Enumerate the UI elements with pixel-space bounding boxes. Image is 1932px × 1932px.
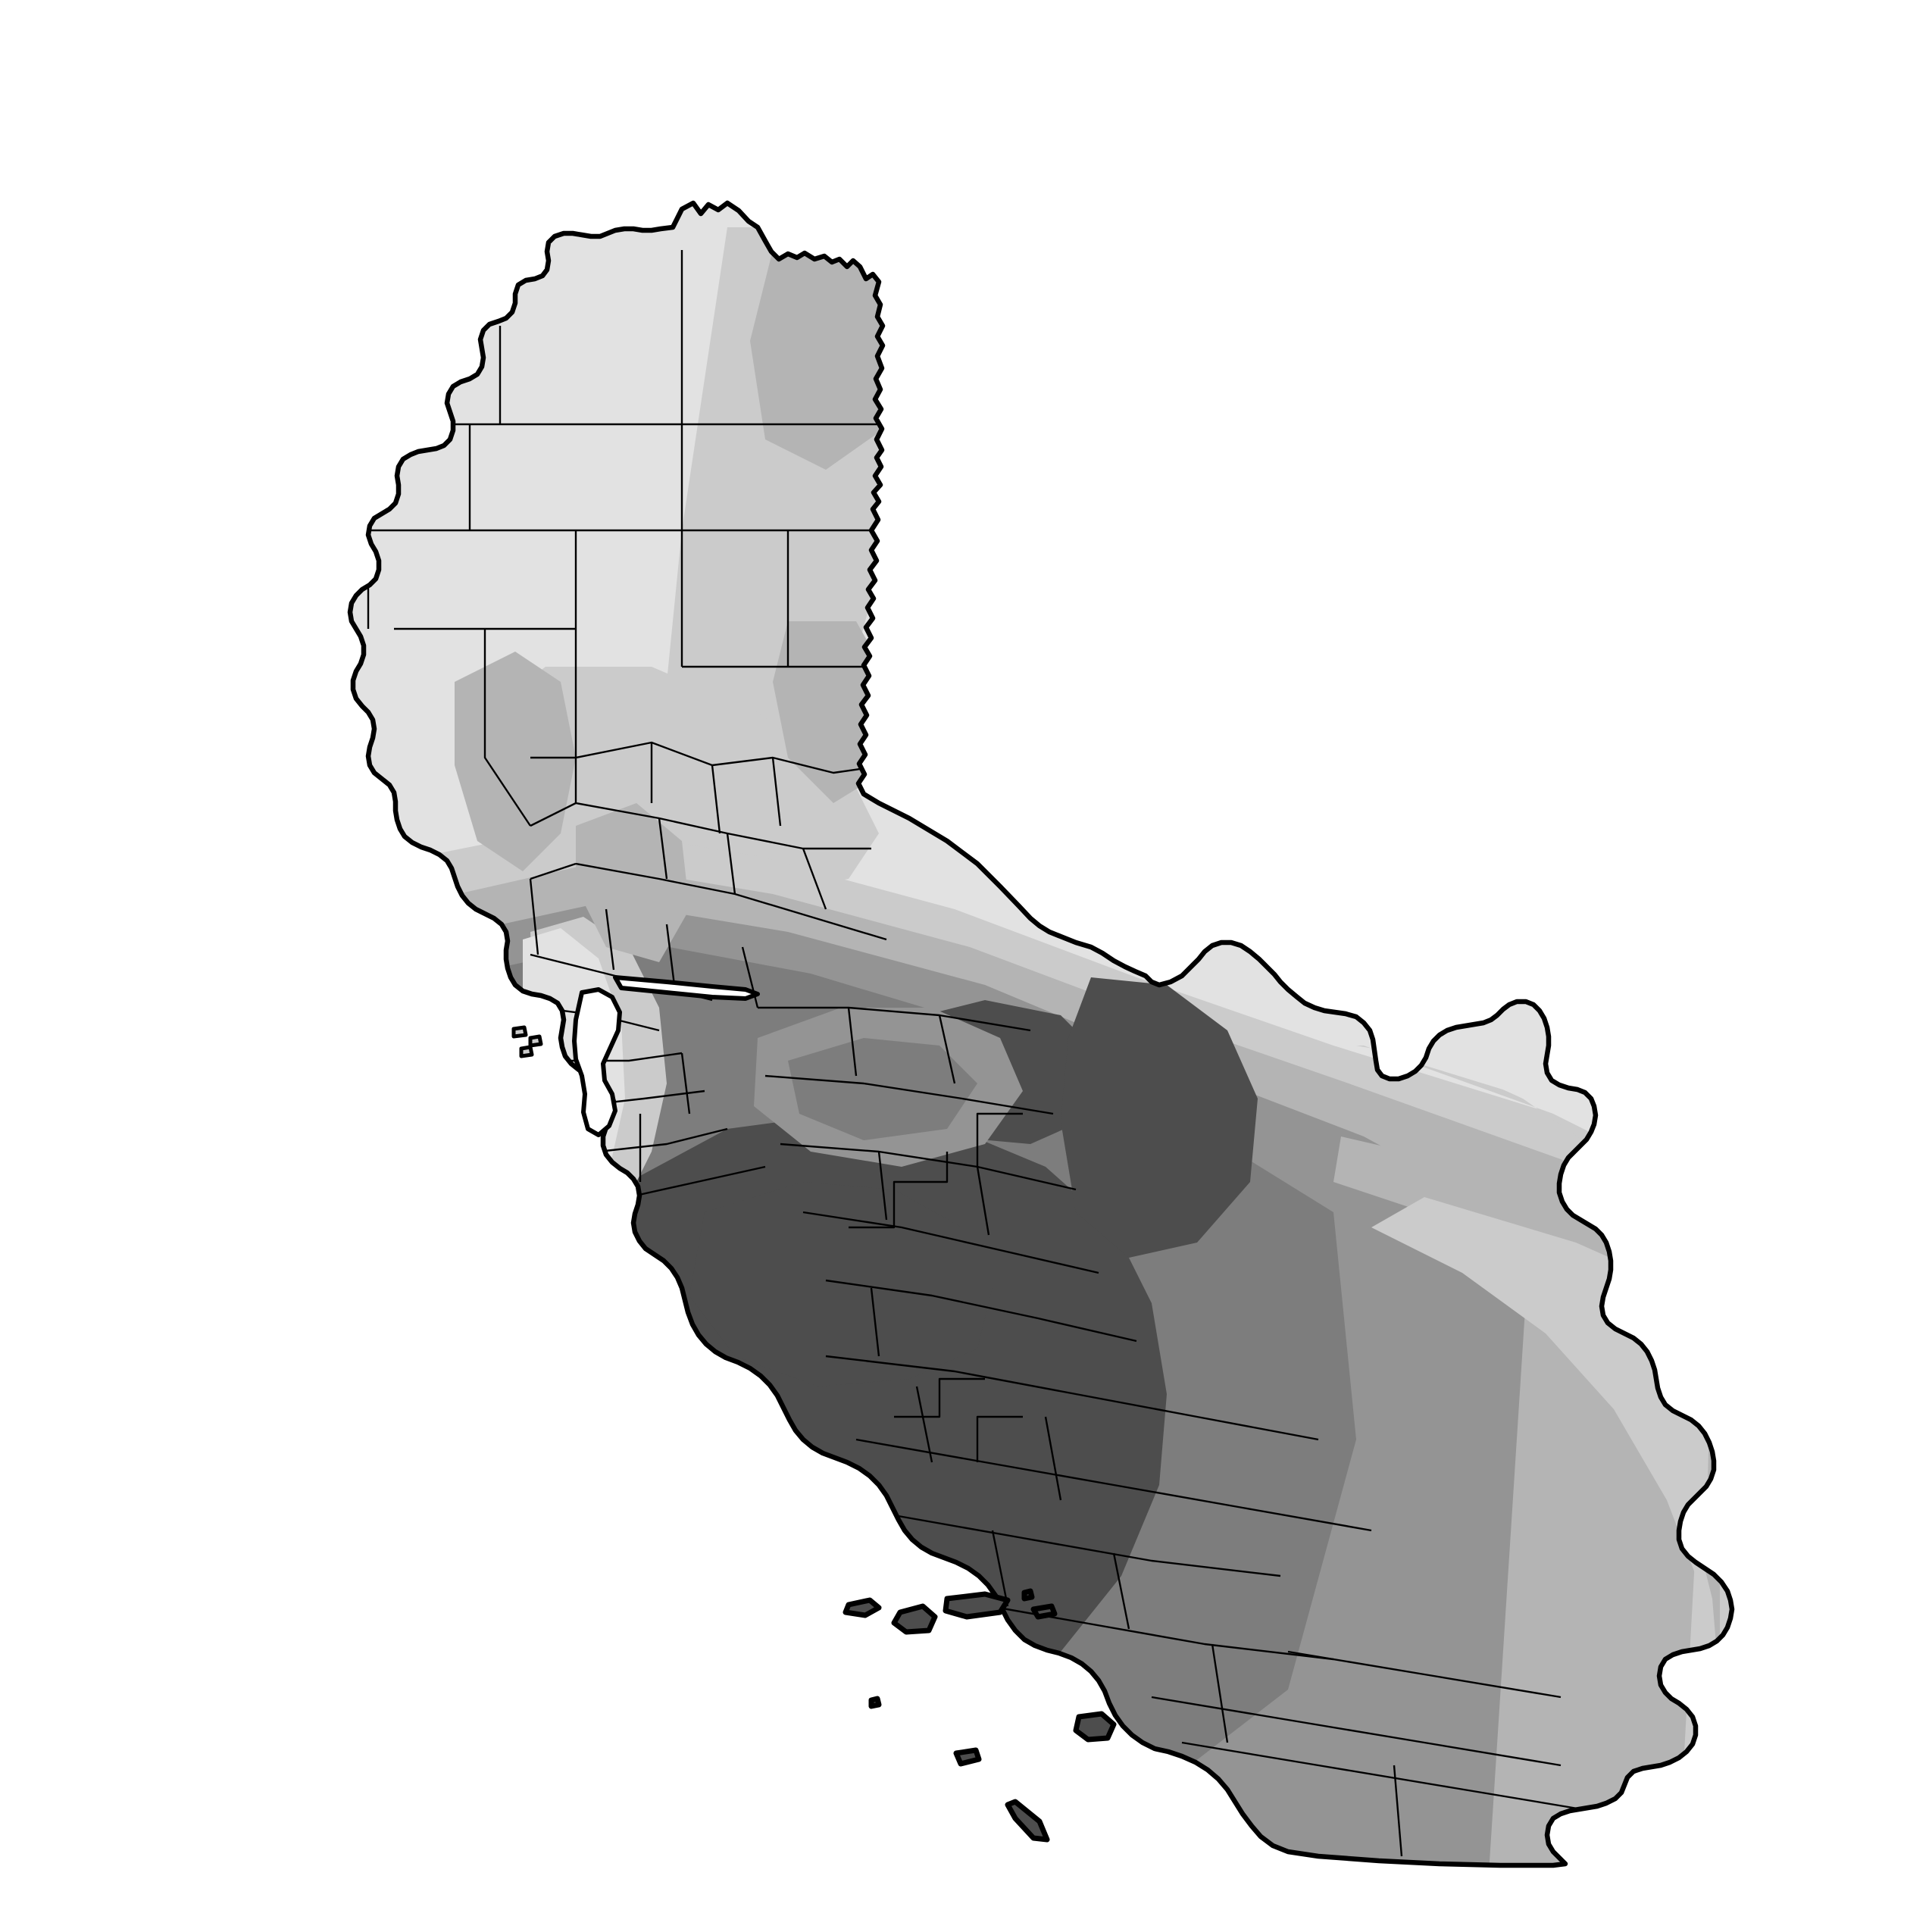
island-san-nicolas-dot: [868, 1696, 882, 1709]
county-boundaries: [367, 250, 1592, 1857]
band-d4-core-east: [1061, 977, 1258, 1258]
rock-a: [511, 1025, 528, 1039]
island-small-dot: [1021, 1588, 1035, 1602]
band-d2-modoc: [750, 250, 890, 470]
island-san-miguel: [843, 1597, 882, 1618]
band-d2-nvalley: [576, 803, 689, 962]
california-state-outline: [347, 200, 1735, 1868]
island-anacapa: [1030, 1603, 1058, 1620]
island-santa-cruz: [943, 1591, 1011, 1620]
island-santa-barbara: [953, 1747, 982, 1767]
rock-c: [519, 1045, 534, 1058]
island-santa-catalina: [1073, 1711, 1117, 1743]
band-d4-valley-island-inner: [788, 1038, 977, 1140]
san-francisco-bay: [572, 975, 760, 1137]
band-d4-core-coast: [689, 1182, 993, 1386]
offshore-rocks: [511, 1025, 543, 1058]
island-santa-rosa: [891, 1603, 938, 1635]
channel-islands-group: [843, 1588, 1117, 1843]
island-san-clemente: [1005, 1799, 1050, 1843]
rock-b: [528, 1034, 543, 1048]
